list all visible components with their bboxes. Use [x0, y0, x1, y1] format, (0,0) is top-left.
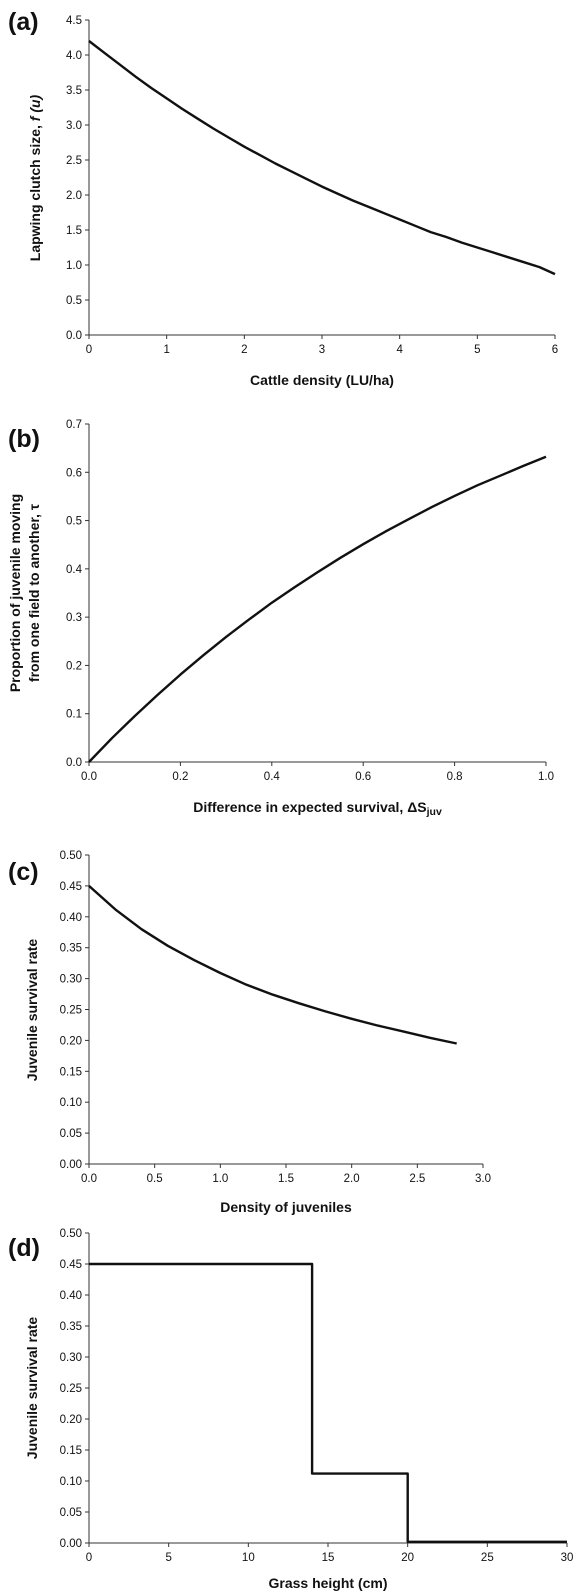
y-tick-label: 0.00 [60, 1538, 82, 1550]
x-tick-label: 4 [396, 344, 403, 356]
chart-panel-b: (b) 0.0 0.1 0.2 0.3 0.4 0.5 0.6 0.7 0.0 0.2 0.4 0.6 0… [7, 419, 554, 818]
x-tick-label: 30 [561, 1552, 574, 1564]
chart-panel-a: (a) 0.0 0.5 1.0 1.5 2.0 2.5 3.0 3.5 4.0 4.5 0 1 2 3 4 5 6… [8, 8, 558, 388]
x-tick-label: 2.0 [344, 1173, 360, 1185]
y-tick-label: 0.20 [60, 1035, 82, 1047]
x-tick-label: 3 [319, 344, 325, 356]
y-tick-label: 0.0 [66, 757, 82, 769]
series-line-d-step [89, 1262, 567, 1544]
panel-label-a: (a) [8, 8, 39, 36]
y-axis-title: Juvenile survival rate [24, 1317, 40, 1460]
x-tick-label: 0 [86, 344, 92, 356]
x-axis-title: Cattle density (LU/ha) [250, 372, 394, 388]
y-tick-label: 0.10 [60, 1097, 82, 1109]
panel-label-b: (b) [8, 425, 40, 453]
y-tick-label: 0.35 [60, 943, 82, 955]
y-tick-label: 0.45 [60, 1259, 82, 1271]
y-tick-label: 0.35 [60, 1321, 82, 1333]
y-tick-label: 0.40 [60, 912, 82, 924]
x-tick-label: 0.5 [147, 1173, 163, 1185]
x-axis-title: Difference in expected survival, ΔSjuv [193, 799, 442, 818]
x-tick-label: 5 [165, 1552, 171, 1564]
x-tick-label: 25 [481, 1552, 494, 1564]
x-tick-label: 0.2 [172, 771, 188, 783]
x-tick-label: 15 [322, 1552, 335, 1564]
y-tick-label: 0.7 [66, 419, 82, 431]
y-tick-label: 0.1 [66, 709, 82, 721]
y-tick-label: 3.5 [66, 85, 82, 97]
y-axis-title: Juvenile survival rate [24, 939, 40, 1082]
y-tick-label: 0.50 [60, 850, 82, 862]
y-tick-label: 0.5 [66, 295, 82, 307]
y-tick-label: 0.6 [66, 467, 82, 479]
y-tick-label: 4.5 [66, 15, 82, 27]
x-tick-label: 2 [241, 344, 247, 356]
chart-panel-c: (c) 0.00 0.05 0.10 0.15 0.20 0.25 0.30 0.35 0.40 0… [8, 850, 491, 1215]
y-tick-label: 0.5 [66, 516, 82, 528]
series-line-c [88, 885, 457, 1045]
y-tick-label: 3.0 [66, 120, 82, 132]
x-tick-label: 0.6 [355, 771, 371, 783]
y-tick-label: 0.45 [60, 881, 82, 893]
y-tick-label: 0.10 [60, 1476, 82, 1488]
y-tick-label: 2.0 [66, 190, 82, 202]
x-tick-label: 6 [552, 344, 558, 356]
y-axis-title-line: Proportion of juvenile moving [7, 494, 23, 692]
y-tick-label: 0.40 [60, 1290, 82, 1302]
y-tick-label: 0.25 [60, 1005, 82, 1017]
x-axis-title: Grass height (cm) [268, 1575, 387, 1591]
y-tick-label: 0.00 [60, 1159, 82, 1171]
series-line-a [88, 40, 556, 276]
x-tick-label: 1.0 [212, 1173, 228, 1185]
y-tick-label: 0.05 [60, 1128, 82, 1140]
series-line-b [88, 455, 547, 763]
y-tick-label: 0.15 [60, 1445, 82, 1457]
y-tick-label: 0.15 [60, 1066, 82, 1078]
y-tick-label: 0.0 [66, 330, 82, 342]
y-tick-label: 0.4 [66, 564, 83, 576]
x-tick-label: 2.5 [409, 1173, 425, 1185]
x-tick-label: 0.8 [447, 771, 463, 783]
y-tick-label: 1.0 [66, 260, 82, 272]
y-tick-label: 0.30 [60, 974, 82, 986]
x-tick-label: 1.0 [538, 771, 554, 783]
x-tick-label: 0.0 [81, 1173, 97, 1185]
y-tick-label: 1.5 [66, 225, 82, 237]
y-axis-title-line: from one field to another, τ [26, 503, 42, 682]
panel-label-c: (c) [8, 858, 39, 886]
y-tick-label: 0.50 [60, 1228, 82, 1240]
chart-panel-d: (d) 0.00 0.05 0.10 0.15 0.20 0.25 0.30 0.35 0.40 0… [8, 1228, 573, 1591]
y-tick-label: 0.20 [60, 1414, 82, 1426]
y-tick-label: 0.3 [66, 612, 82, 624]
y-tick-label: 2.5 [66, 155, 82, 167]
x-tick-label: 10 [242, 1552, 255, 1564]
y-tick-label: 0.30 [60, 1352, 82, 1364]
x-tick-label: 1 [163, 344, 169, 356]
y-tick-label: 0.2 [66, 660, 82, 672]
y-axis-title: Lapwing clutch size, f (u) [27, 94, 43, 261]
panel-label-d: (d) [8, 1234, 40, 1262]
y-tick-label: 0.05 [60, 1507, 82, 1519]
x-tick-label: 0.0 [81, 771, 97, 783]
x-tick-label: 3.0 [475, 1173, 491, 1185]
y-tick-label: 4.0 [66, 50, 82, 62]
x-tick-label: 20 [401, 1552, 414, 1564]
x-tick-label: 0 [86, 1552, 92, 1564]
x-tick-label: 1.5 [278, 1173, 294, 1185]
x-tick-label: 5 [474, 344, 480, 356]
x-axis-title: Density of juveniles [220, 1199, 352, 1215]
y-tick-label: 0.25 [60, 1383, 82, 1395]
x-tick-label: 0.4 [264, 771, 281, 783]
